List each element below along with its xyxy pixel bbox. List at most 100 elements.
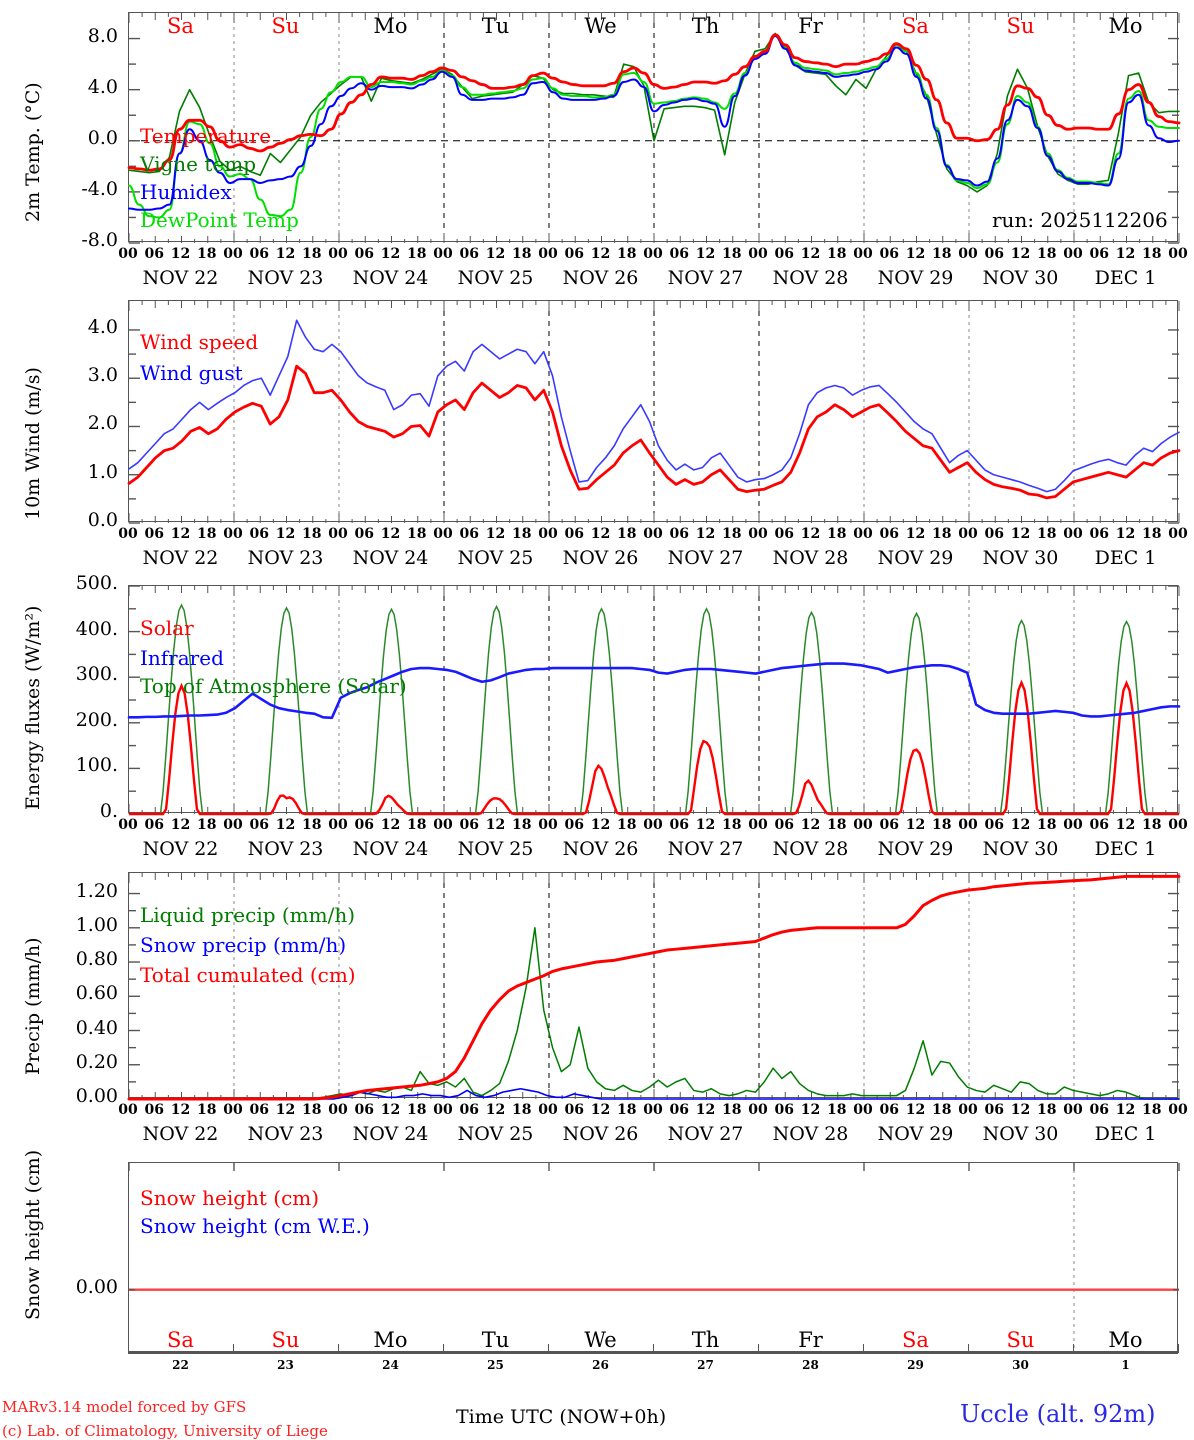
y-tick-label: 0.20	[75, 1050, 118, 1073]
hour-tick-label: 12	[275, 1102, 296, 1118]
hour-tick-label: 00	[748, 526, 768, 542]
hour-tick-label: 00	[328, 246, 348, 262]
hour-tick-label: 06	[459, 1102, 479, 1118]
hour-tick-label: 18	[197, 817, 217, 833]
day-boundary-tick	[338, 1344, 339, 1353]
y-tick-label: 0.80	[75, 948, 118, 971]
hour-tick-label: 18	[197, 246, 217, 262]
footer-lab-credit: (c) Lab. of Climatology, University of L…	[2, 1422, 328, 1440]
hour-tick-label: 06	[354, 1102, 374, 1118]
day-of-week-label: Tu	[481, 14, 510, 38]
hour-tick-label: 06	[564, 526, 584, 542]
hour-tick-label: 06	[879, 817, 899, 833]
y-tick-label: 500.	[75, 572, 118, 594]
day-label: NOV 22	[142, 547, 219, 569]
hour-tick-label: 12	[380, 1102, 401, 1118]
y-tick-label: 1.20	[75, 879, 118, 902]
hour-tick-label: 12	[170, 817, 191, 833]
hour-tick-label: 12	[485, 1102, 506, 1118]
hour-tick-label: 12	[1115, 817, 1136, 833]
hour-tick-label: 06	[564, 1102, 584, 1118]
day-number-label: 29	[907, 1358, 924, 1372]
hour-tick-label: 12	[170, 246, 191, 262]
hour-tick-label: 00	[853, 246, 873, 262]
day-of-week-label: Sa	[902, 1328, 929, 1352]
day-boundary-tick	[1073, 1344, 1074, 1353]
hour-tick-label: 18	[617, 817, 637, 833]
panel2-y-axis-label: 10m Wind (m/s)	[22, 367, 44, 520]
day-of-week-label: Fr	[798, 1328, 823, 1352]
hour-tick-label: 12	[905, 817, 926, 833]
hour-tick-label: 00	[853, 817, 873, 833]
hour-tick-label: 06	[459, 526, 479, 542]
day-label: NOV 30	[982, 838, 1059, 860]
y-tick-label: 3.0	[87, 364, 118, 387]
hour-tick-label: 12	[695, 246, 716, 262]
y-tick-label: 4.0	[87, 75, 118, 98]
day-label: DEC 1	[1094, 547, 1157, 569]
hour-tick-label: 06	[774, 817, 794, 833]
hour-tick-label: 06	[1089, 817, 1109, 833]
day-label: NOV 23	[247, 267, 324, 289]
hour-tick-label: 12	[170, 1102, 191, 1118]
day-of-week-label: Su	[271, 14, 300, 38]
legend-snow-height-we: Snow height (cm W.E.)	[140, 1214, 370, 1238]
day-label: NOV 30	[982, 547, 1059, 569]
day-number-label: 30	[1012, 1358, 1029, 1372]
hour-tick-label: 18	[722, 1102, 742, 1118]
hour-tick-label: 06	[879, 526, 899, 542]
hour-tick-label: 00	[958, 246, 978, 262]
y-tick-label: 0.0	[87, 509, 118, 531]
hour-tick-label: 12	[1010, 817, 1031, 833]
y-tick-label: 200.	[75, 708, 118, 731]
panel1-y-axis-label: 2m Temp. (°C)	[22, 82, 44, 222]
hour-tick-label: 06	[249, 817, 269, 833]
hour-tick-label: 06	[354, 817, 374, 833]
y-tick-label: 0.00	[75, 1275, 118, 1298]
hour-tick-label: 18	[302, 526, 322, 542]
legend-solar: Solar	[140, 616, 194, 640]
hour-tick-label: 00	[1168, 526, 1188, 542]
hour-tick-label: 18	[932, 526, 952, 542]
hour-tick-label: 18	[512, 1102, 532, 1118]
y-tick-label: 0.0	[87, 126, 118, 149]
hour-tick-label: 18	[827, 1102, 847, 1118]
day-label: NOV 25	[457, 838, 534, 860]
hour-tick-label: 00	[853, 1102, 873, 1118]
hour-tick-label: 18	[1142, 1102, 1162, 1118]
hour-tick-label: 12	[800, 246, 821, 262]
hour-tick-label: 18	[932, 1102, 952, 1118]
hour-tick-label: 18	[827, 526, 847, 542]
hour-tick-label: 18	[1037, 1102, 1057, 1118]
y-tick-label: -8.0	[81, 229, 118, 251]
hour-tick-label: 12	[170, 526, 191, 542]
legend-toa-solar: Top of Atmosphere (Solar)	[140, 674, 407, 698]
hour-tick-label: 00	[433, 526, 453, 542]
y-tick-label: 1.0	[87, 460, 118, 483]
hour-tick-label: 12	[275, 526, 296, 542]
day-label: NOV 24	[352, 1123, 429, 1145]
hour-tick-label: 12	[275, 817, 296, 833]
hour-tick-label: 00	[223, 1102, 243, 1118]
day-boundary-tick	[1178, 1344, 1179, 1353]
hour-tick-label: 06	[669, 526, 689, 542]
legend-wind-gust: Wind gust	[140, 361, 243, 385]
hour-tick-label: 12	[590, 817, 611, 833]
hour-tick-label: 12	[590, 246, 611, 262]
hour-tick-label: 00	[958, 1102, 978, 1118]
day-label: NOV 28	[772, 1123, 849, 1145]
panel3-plot-area	[127, 585, 1181, 816]
panel5-plot-area	[128, 1162, 1180, 1353]
hour-tick-label: 18	[302, 817, 322, 833]
day-of-week-label: Mo	[1108, 14, 1143, 38]
y-tick-label: 1.00	[75, 913, 118, 936]
hour-tick-label: 12	[485, 526, 506, 542]
hour-tick-label: 12	[1115, 1102, 1136, 1118]
hour-tick-label: 12	[695, 1102, 716, 1118]
day-number-label: 27	[697, 1358, 714, 1372]
hour-tick-label: 18	[932, 246, 952, 262]
day-number-label: 24	[382, 1358, 399, 1372]
day-label: NOV 24	[352, 838, 429, 860]
day-label: NOV 28	[772, 838, 849, 860]
hour-tick-label: 12	[485, 246, 506, 262]
